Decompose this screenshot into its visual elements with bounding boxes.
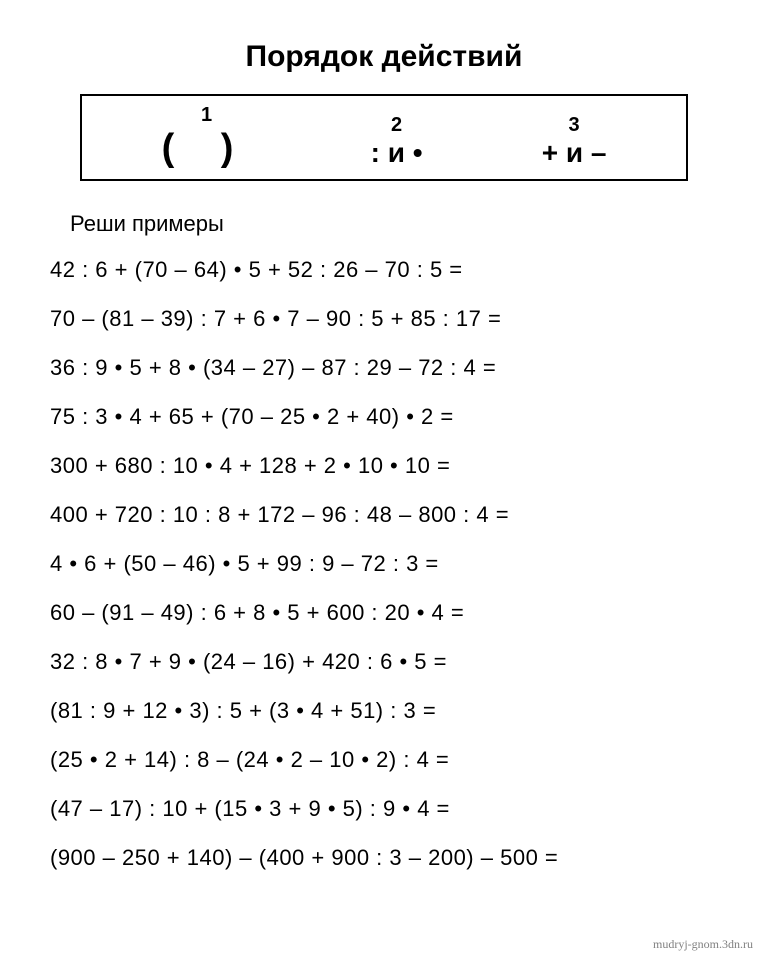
- problem-row: 36 : 9 • 5 + 8 • (34 – 27) – 87 : 29 – 7…: [50, 355, 718, 381]
- problem-row: 75 : 3 • 4 + 65 + (70 – 25 • 2 + 40) • 2…: [50, 404, 718, 430]
- problem-row: 4 • 6 + (50 – 46) • 5 + 99 : 9 – 72 : 3 …: [50, 551, 718, 577]
- problem-row: 32 : 8 • 7 + 9 • (24 – 16) + 420 : 6 • 5…: [50, 649, 718, 675]
- problem-row: (900 – 250 + 140) – (400 + 900 : 3 – 200…: [50, 845, 718, 871]
- problems-list: 42 : 6 + (70 – 64) • 5 + 52 : 26 – 70 : …: [50, 257, 718, 871]
- problem-row: (81 : 9 + 12 • 3) : 5 + (3 • 4 + 51) : 3…: [50, 698, 718, 724]
- rule-symbol-multiply-divide: : и •: [371, 139, 423, 167]
- rule-item-1: 1 ( ): [162, 104, 252, 167]
- problem-row: (25 • 2 + 14) : 8 – (24 • 2 – 10 • 2) : …: [50, 747, 718, 773]
- order-rules-box: 1 ( ) 2 : и • 3 + и –: [80, 94, 688, 181]
- page-title: Порядок действий: [50, 40, 718, 74]
- rule-number: 1: [201, 104, 212, 127]
- problem-row: 300 + 680 : 10 • 4 + 128 + 2 • 10 • 10 =: [50, 453, 718, 479]
- problem-row: 42 : 6 + (70 – 64) • 5 + 52 : 26 – 70 : …: [50, 257, 718, 283]
- problem-row: 70 – (81 – 39) : 7 + 6 • 7 – 90 : 5 + 85…: [50, 306, 718, 332]
- rule-symbol-add-subtract: + и –: [542, 139, 607, 167]
- rule-number: 3: [568, 114, 579, 137]
- rule-symbol-parentheses: ( ): [162, 129, 252, 167]
- problem-row: 400 + 720 : 10 : 8 + 172 – 96 : 48 – 800…: [50, 502, 718, 528]
- rule-number: 2: [391, 114, 402, 137]
- rule-item-3: 3 + и –: [542, 114, 607, 167]
- rule-item-2: 2 : и •: [371, 114, 423, 167]
- watermark-text: mudryj-gnom.3dn.ru: [653, 937, 753, 952]
- instruction-subtitle: Реши примеры: [70, 211, 718, 237]
- problem-row: (47 – 17) : 10 + (15 • 3 + 9 • 5) : 9 • …: [50, 796, 718, 822]
- problem-row: 60 – (91 – 49) : 6 + 8 • 5 + 600 : 20 • …: [50, 600, 718, 626]
